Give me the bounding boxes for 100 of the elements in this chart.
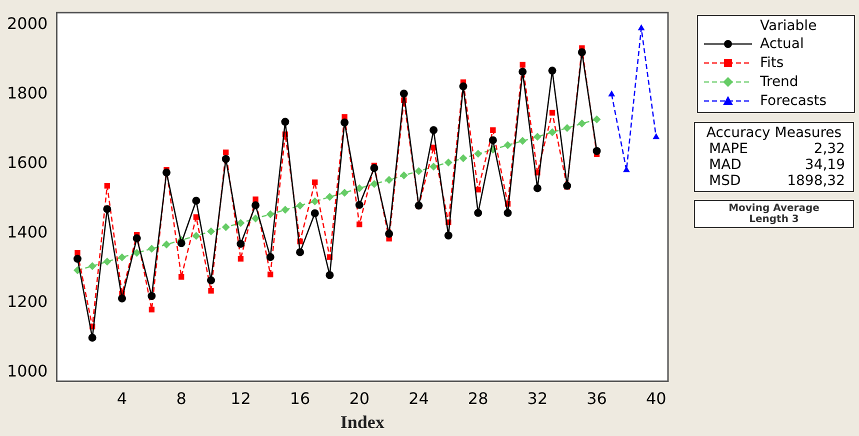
measures-box: Accuracy Measures MAPE 2,32 MAD 34,19 MSD 1898,32 <box>694 122 854 192</box>
y-tick-label: 1600 <box>7 153 48 172</box>
point <box>356 222 362 228</box>
x-tick-label: 28 <box>468 388 488 408</box>
point <box>118 253 126 262</box>
point <box>326 192 334 201</box>
point <box>132 234 141 242</box>
point <box>310 209 319 218</box>
point <box>608 90 616 96</box>
point <box>326 271 334 280</box>
point <box>355 200 364 209</box>
x-tick-label: 36 <box>586 388 607 408</box>
x-tick-label: 40 <box>646 388 666 408</box>
y-tick-label: 1400 <box>7 222 48 242</box>
point <box>652 133 660 140</box>
point <box>208 288 214 294</box>
point <box>414 167 423 176</box>
point <box>88 262 96 270</box>
point <box>488 136 497 144</box>
point <box>148 306 155 312</box>
point <box>162 168 171 177</box>
x-tick-label: 16 <box>290 388 310 408</box>
point <box>266 210 274 218</box>
point <box>385 230 394 238</box>
point <box>118 294 126 302</box>
point <box>266 253 274 262</box>
legend-label: Trend <box>760 74 798 90</box>
point <box>222 154 230 163</box>
point <box>578 48 586 56</box>
legend-label: Forecasts <box>760 92 827 108</box>
x-tick-label: 4 <box>116 388 128 408</box>
point <box>236 218 245 227</box>
point <box>148 292 156 300</box>
y-tick-label: 1000 <box>7 362 48 381</box>
point <box>548 128 556 136</box>
point <box>578 120 586 128</box>
point <box>281 206 290 214</box>
point <box>549 110 556 116</box>
point <box>385 176 394 184</box>
point <box>340 118 349 126</box>
point <box>178 274 184 280</box>
point <box>370 164 378 172</box>
info-box: Moving Average Length 3 <box>694 200 854 228</box>
point <box>252 214 260 222</box>
point <box>296 248 304 256</box>
point <box>192 232 200 240</box>
point <box>192 196 200 205</box>
point <box>177 239 186 248</box>
point <box>622 166 630 172</box>
point <box>370 180 378 188</box>
point <box>430 162 438 171</box>
point <box>252 196 258 202</box>
point <box>312 179 318 186</box>
point <box>132 248 141 257</box>
point <box>592 115 601 124</box>
x-tick-label: 12 <box>230 388 251 408</box>
point <box>103 258 112 266</box>
point <box>518 68 527 76</box>
y-tick-label: 2000 <box>7 14 48 33</box>
point <box>238 256 244 262</box>
point <box>207 227 216 236</box>
point <box>533 184 542 192</box>
x-tick-label: 32 <box>527 388 548 408</box>
y-tick-label: 1200 <box>7 292 48 312</box>
point <box>207 276 216 284</box>
x-tick-label: 8 <box>176 388 186 408</box>
point <box>193 214 200 220</box>
point <box>236 240 245 248</box>
legend-label: Fits <box>760 54 784 70</box>
point <box>430 126 438 134</box>
point <box>400 90 408 98</box>
point <box>162 240 171 249</box>
legend-label: Actual <box>760 36 804 52</box>
x-tick-label: 24 <box>408 388 429 408</box>
point <box>103 205 112 214</box>
point <box>444 158 452 166</box>
point <box>474 208 482 217</box>
point <box>504 141 512 150</box>
point <box>592 147 601 155</box>
point <box>563 124 572 132</box>
point <box>296 202 304 210</box>
point <box>148 244 156 253</box>
x-axis-title: Index <box>340 412 384 432</box>
point <box>73 254 82 263</box>
point <box>518 136 527 145</box>
point <box>104 182 110 189</box>
point <box>533 132 542 141</box>
point <box>340 188 349 197</box>
point <box>504 208 512 217</box>
point <box>490 127 496 133</box>
point <box>444 232 452 240</box>
point <box>223 150 229 156</box>
point <box>281 118 290 126</box>
point <box>252 201 260 210</box>
y-tick-label: 1800 <box>7 83 48 102</box>
point <box>222 223 230 232</box>
point <box>459 82 468 90</box>
point <box>520 62 526 68</box>
point <box>548 66 556 75</box>
point <box>459 154 468 162</box>
